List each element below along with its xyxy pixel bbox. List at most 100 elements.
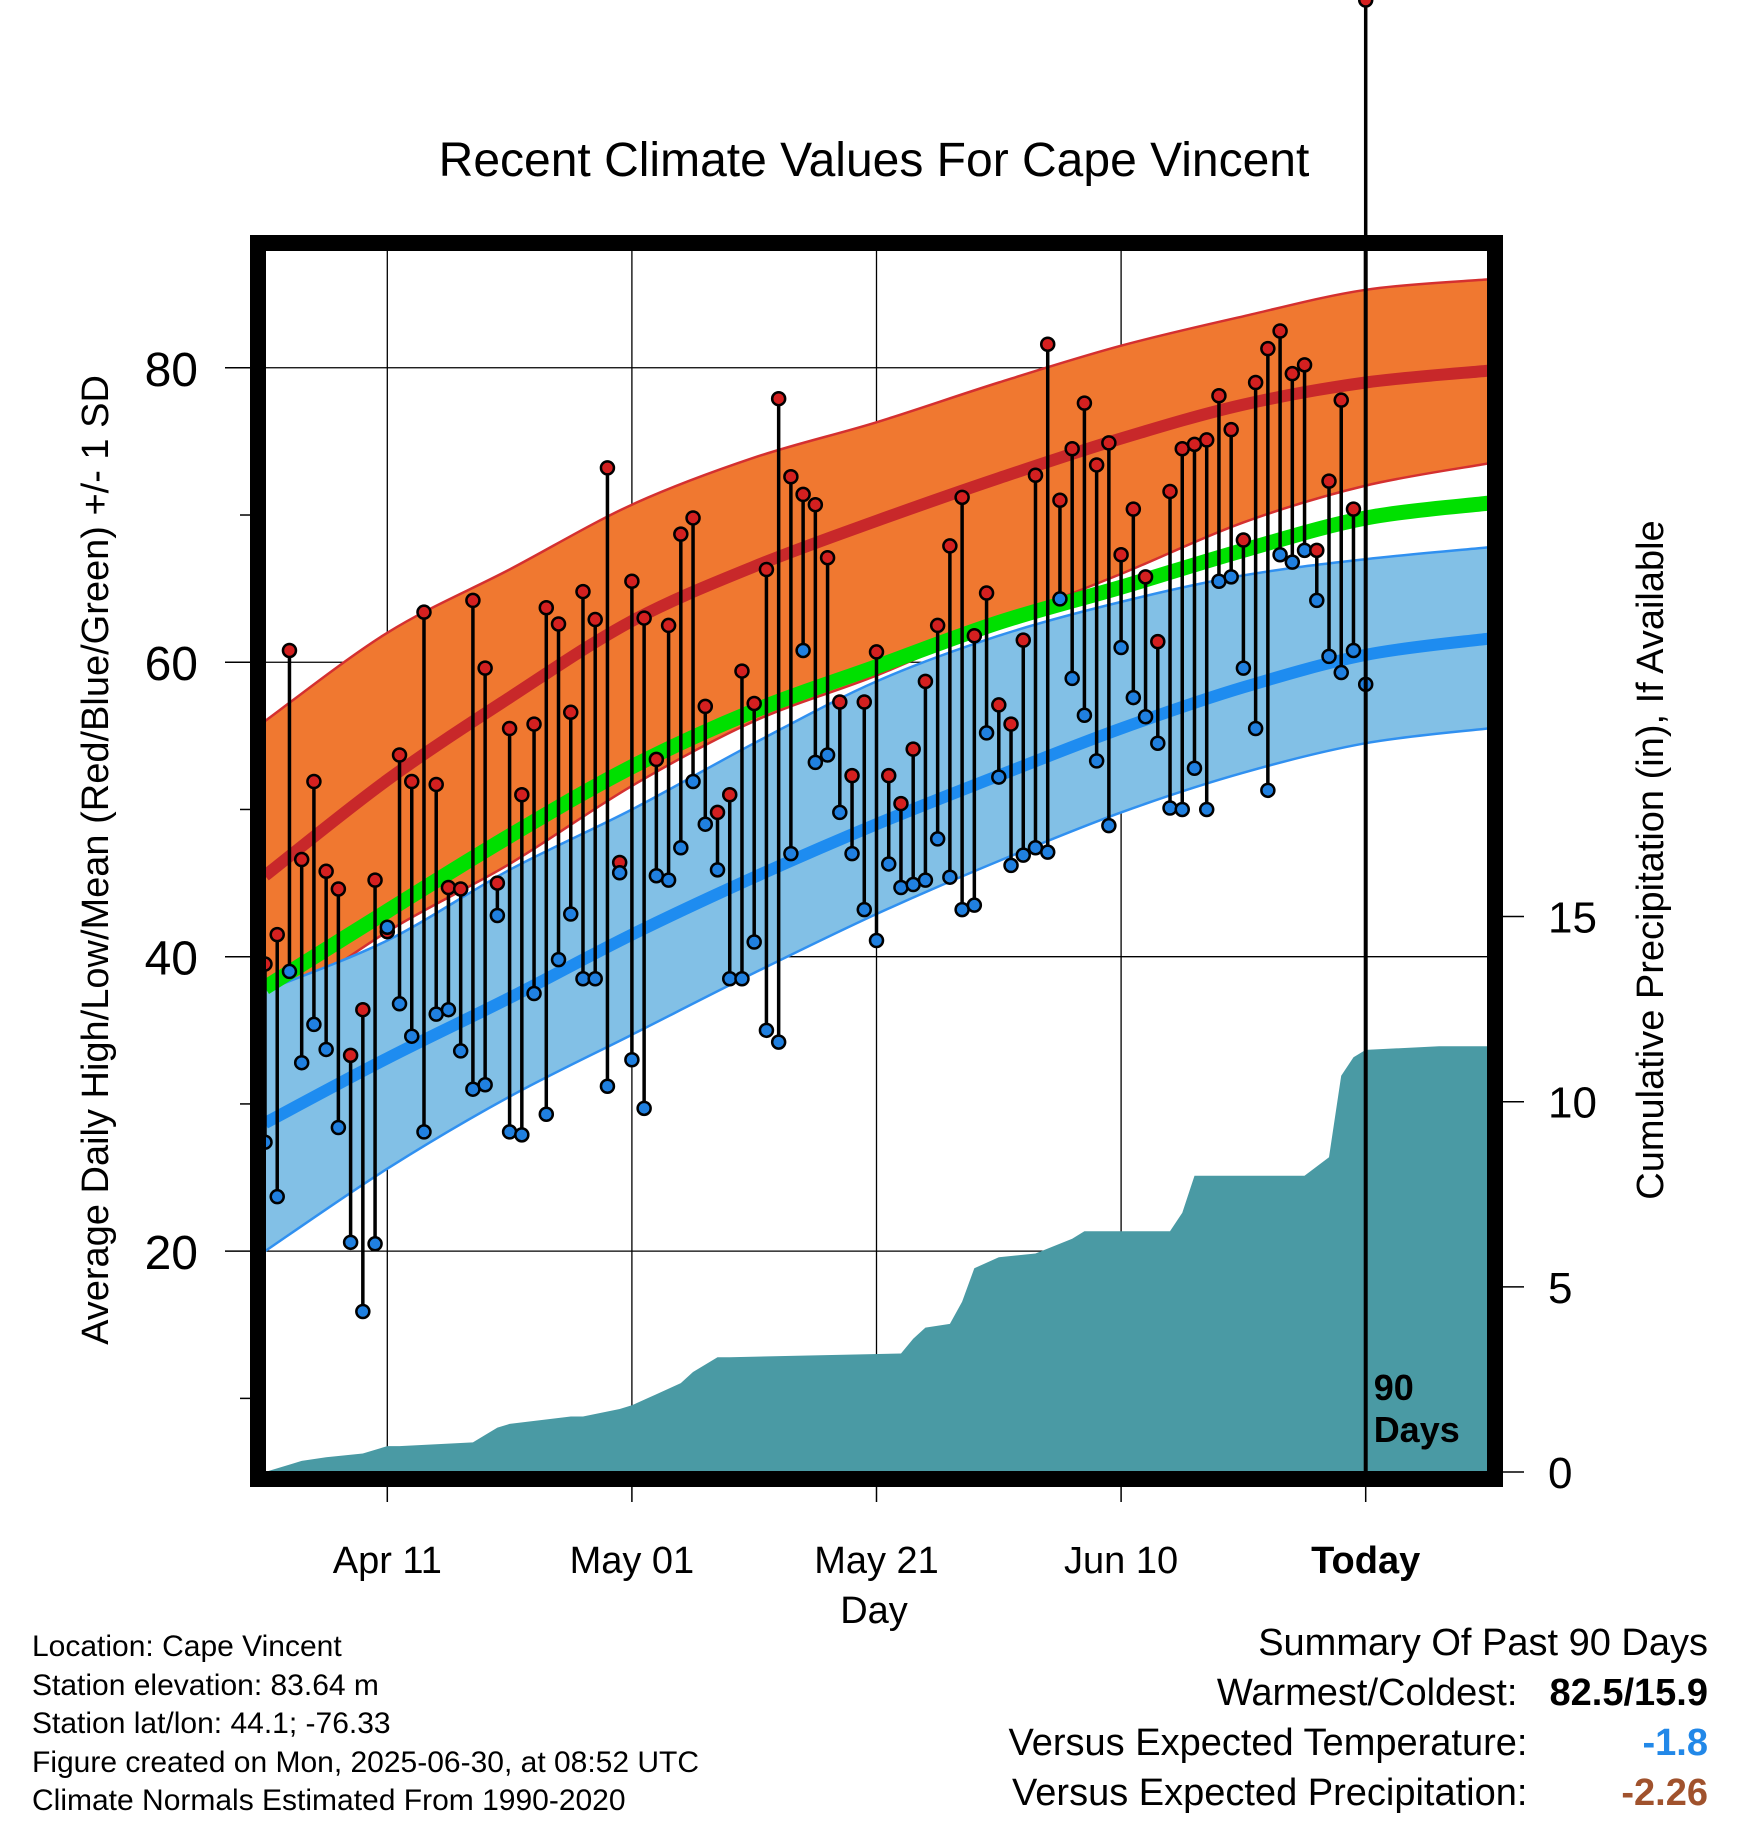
daily-low-point bbox=[1125, 689, 1142, 706]
daily-low-point bbox=[1345, 642, 1362, 659]
daily-low-point bbox=[1186, 760, 1203, 776]
summary-panel: Summary Of Past 90 Days Warmest/Coldest:… bbox=[1009, 1618, 1708, 1818]
warmest-coldest-value: 82.5/15.9 bbox=[1549, 1672, 1708, 1714]
daily-low-point bbox=[807, 754, 824, 771]
daily-high-point bbox=[856, 694, 873, 710]
daily-low-point bbox=[1198, 801, 1215, 818]
today-marker: 90 Days bbox=[1363, 250, 1460, 1472]
daily-high-point bbox=[1284, 365, 1301, 382]
figure-created: Figure created on Mon, 2025-06-30, at 08… bbox=[32, 1745, 700, 1779]
daily-high-point bbox=[734, 663, 750, 679]
daily-high-point bbox=[991, 697, 1007, 713]
daily-high-point bbox=[355, 1001, 371, 1018]
daily-low-point bbox=[844, 845, 860, 862]
daily-high-point bbox=[563, 704, 579, 721]
daily-low-point bbox=[819, 747, 836, 763]
daily-low-point bbox=[917, 872, 934, 888]
x-tick-label: Jun 10 bbox=[1064, 1540, 1178, 1582]
daily-high-point bbox=[452, 881, 469, 897]
daily-high-point bbox=[1211, 388, 1227, 404]
y-axis-label: Average Daily High/Low/Mean (Red/Blue/Gr… bbox=[75, 375, 117, 1345]
daily-high-point bbox=[1088, 457, 1105, 473]
daily-low-point bbox=[452, 1043, 469, 1059]
daily-low-point bbox=[795, 642, 811, 659]
daily-high-point bbox=[1235, 532, 1252, 548]
daily-high-point bbox=[526, 716, 542, 732]
daily-low-point bbox=[868, 932, 885, 949]
daily-low-point bbox=[746, 934, 762, 950]
daily-low-point bbox=[611, 865, 628, 881]
daily-low-point bbox=[477, 1077, 493, 1093]
daily-low-point bbox=[978, 725, 995, 741]
y-tick-label: 40 bbox=[145, 933, 198, 986]
daily-high-point bbox=[342, 1047, 359, 1064]
precipitation-departure-label: Versus Expected Precipitation: bbox=[1012, 1772, 1528, 1814]
daily-high-point bbox=[391, 747, 408, 763]
daily-low-point bbox=[856, 901, 873, 918]
daily-low-point bbox=[1039, 844, 1056, 860]
summary-temperature: Versus Expected Temperature: -1.8 bbox=[1009, 1718, 1708, 1768]
daily-high-point bbox=[538, 600, 555, 616]
daily-low-point bbox=[1284, 554, 1301, 570]
y-tick-label: 20 bbox=[145, 1227, 198, 1280]
station-info: Location: Cape Vincent Station elevation… bbox=[32, 1628, 699, 1821]
daily-low-point bbox=[318, 1041, 334, 1058]
y2-tick-label: 5 bbox=[1548, 1264, 1572, 1313]
daily-low-point bbox=[1113, 639, 1129, 656]
daily-high-point bbox=[428, 776, 444, 793]
daily-high-point bbox=[1027, 467, 1044, 484]
daily-low-point bbox=[673, 839, 689, 856]
daily-low-point bbox=[660, 872, 677, 888]
daily-high-point bbox=[1296, 357, 1313, 373]
station-elevation: Station elevation: 83.64 m bbox=[32, 1668, 379, 1702]
daily-low-point bbox=[1333, 664, 1349, 681]
y2-tick-label: 15 bbox=[1548, 894, 1597, 943]
daily-high-point bbox=[1247, 374, 1264, 391]
daily-low-point bbox=[624, 1052, 640, 1068]
daily-low-point bbox=[269, 1188, 285, 1205]
daily-low-point bbox=[1015, 847, 1032, 863]
precipitation-departure-value: -2.26 bbox=[1621, 1772, 1708, 1814]
daily-high-point bbox=[636, 610, 652, 626]
daily-low-point bbox=[563, 906, 579, 922]
y-tick-label: 80 bbox=[145, 344, 198, 397]
x-tick-label: Apr 11 bbox=[333, 1540, 442, 1582]
cumulative-precipitation-area bbox=[265, 1046, 1488, 1472]
daily-low-point bbox=[1150, 735, 1166, 751]
x-axis-label: Day bbox=[840, 1590, 908, 1632]
daily-low-point bbox=[1162, 800, 1178, 816]
daily-low-point bbox=[783, 845, 799, 862]
daily-low-point bbox=[367, 1236, 383, 1252]
daily-observations bbox=[257, 0, 1374, 1320]
daily-low-point bbox=[587, 971, 603, 987]
warmest-coldest-label: Warmest/Coldest: bbox=[1216, 1672, 1518, 1714]
precipitation-area-layer bbox=[265, 1046, 1488, 1472]
daily-low-point bbox=[734, 971, 750, 987]
axes: Apr 11 May 01 May 21 Jun 10 Today 20 40 60 80 0 5 1… bbox=[145, 344, 1597, 1582]
daily-low-point bbox=[1052, 591, 1068, 607]
x-tick-label: May 01 bbox=[570, 1540, 695, 1582]
daily-low-point bbox=[306, 1016, 322, 1033]
daily-high-point bbox=[685, 510, 701, 526]
daily-high-point bbox=[489, 875, 506, 891]
daily-low-point bbox=[355, 1303, 371, 1320]
daily-high-point bbox=[1113, 547, 1129, 563]
daily-high-point bbox=[1137, 569, 1154, 585]
daily-low-point bbox=[1247, 720, 1264, 737]
daily-high-point bbox=[758, 561, 775, 578]
daily-high-point bbox=[306, 773, 322, 790]
daily-low-point bbox=[599, 1078, 616, 1095]
daily-low-point bbox=[1309, 592, 1325, 609]
daily-high-point bbox=[893, 795, 909, 812]
daily-low-point bbox=[1321, 648, 1337, 665]
daily-high-point bbox=[770, 390, 787, 407]
daily-high-point bbox=[465, 592, 481, 609]
daily-low-point bbox=[1272, 547, 1288, 563]
summary-precipitation: Versus Expected Precipitation: -2.26 bbox=[1009, 1768, 1708, 1818]
daily-high-point bbox=[819, 549, 836, 566]
daily-high-point bbox=[880, 767, 897, 784]
daily-high-point bbox=[1076, 395, 1093, 411]
daily-low-point bbox=[880, 856, 897, 872]
daily-high-point bbox=[795, 486, 811, 503]
